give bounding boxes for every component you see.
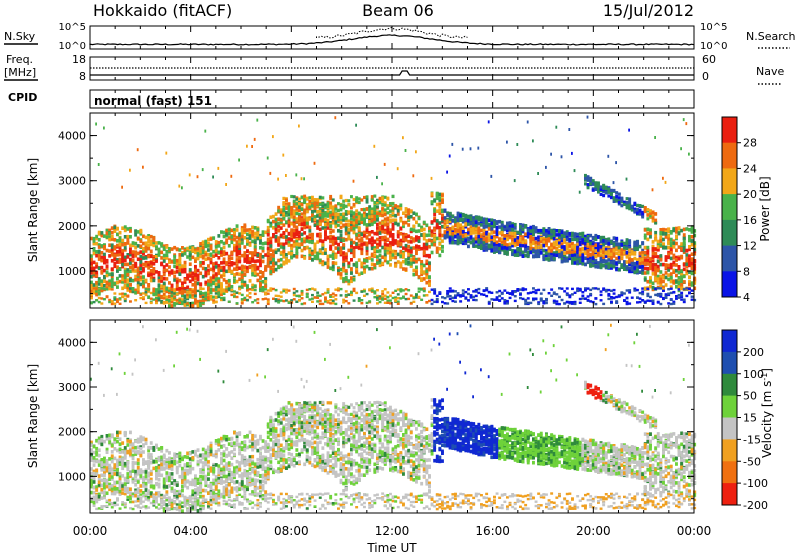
- power-ytick-3000: 3000: [58, 175, 86, 188]
- cpid-label: CPID: [8, 91, 37, 104]
- nsky-right-tick-bottom: 10^0: [700, 41, 727, 52]
- velocity-colorbar-tick-15: 15: [743, 412, 757, 425]
- velocity-ytick-1000: 1000: [58, 470, 86, 483]
- velocity-colorbar-swatch-5: [722, 439, 737, 462]
- power-colorbar-tick-12: 12: [743, 240, 757, 253]
- power-colorbar-swatch-2: [722, 168, 737, 195]
- velocity-colorbar-tick-m100: -100: [743, 477, 768, 490]
- power-colorbar-swatch-4: [722, 219, 737, 246]
- x-tick-1: 04:00: [173, 524, 208, 538]
- velocity-ytick-4000: 4000: [58, 336, 86, 349]
- velocity-colorbar-swatch-6: [722, 461, 737, 484]
- nave-right-tick-top: 60: [702, 53, 716, 66]
- velocity-colorbar-swatch-3: [722, 395, 737, 418]
- power-colorbar-tick-20: 20: [743, 188, 757, 201]
- velocity-colorbar-swatch-1: [722, 351, 737, 375]
- power-colorbar-swatch-3: [722, 194, 737, 221]
- nsearch-label: N.Search: [746, 30, 796, 43]
- velocity-ylabel: Slant Range [km]: [26, 364, 40, 468]
- x-tick-4: 16:00: [475, 524, 510, 538]
- velocity-colorbar-tick-50: 50: [743, 390, 757, 403]
- power-colorbar-tick-8: 8: [743, 265, 750, 278]
- power-colorbar-swatch-6: [722, 271, 737, 298]
- freq-label-line1: Freq.: [6, 53, 33, 66]
- velocity-colorbar-swatch-4: [722, 417, 737, 440]
- freq-left-tick-top: 18: [72, 53, 86, 66]
- power-colorbar-label: Power [dB]: [758, 176, 772, 241]
- velocity-ytick-3000: 3000: [58, 381, 86, 394]
- x-tick-6: 00:00: [677, 524, 712, 538]
- nave-right-tick-bottom: 0: [702, 70, 709, 83]
- velocity-colorbar-label: Velocity [m s-1]: [760, 368, 775, 458]
- power-colorbar-tick-16: 16: [743, 214, 757, 227]
- nsky-panel: N.Sky 10^5 10^0 10^5 10^0 N.Search: [4, 22, 796, 52]
- freq-panel: Freq. [MHz] 18 8 60 0 Nave: [4, 53, 784, 85]
- nave-label: Nave: [756, 65, 784, 78]
- x-tick-2: 08:00: [274, 524, 309, 538]
- velocity-colorbar-swatch-7: [722, 483, 737, 506]
- power-ytick-2000: 2000: [58, 220, 86, 233]
- power-heatmap: [90, 115, 697, 308]
- power-colorbar: 28 24 20 16 12 8 4 Power [dB]: [721, 116, 772, 304]
- x-tick-5: 20:00: [576, 524, 611, 538]
- x-tick-0: 00:00: [73, 524, 108, 538]
- velocity-colorbar-swatch-2: [722, 373, 737, 397]
- nsky-label: N.Sky: [4, 30, 36, 43]
- velocity-colorbar-tick-200: 200: [743, 346, 764, 359]
- velocity-panel: 1000 2000 3000 4000 Slant Range [km]: [26, 319, 697, 514]
- freq-label-line2: [MHz]: [4, 66, 36, 79]
- velocity-colorbar-tick-100: 100: [743, 368, 764, 381]
- nsky-left-tick-top: 10^5: [59, 22, 86, 33]
- date-label: 15/Jul/2012: [603, 1, 694, 20]
- x-axis-label: Time UT: [366, 541, 417, 554]
- beam-label: Beam 06: [362, 1, 434, 20]
- cpid-text: normal (fast) 151: [94, 94, 212, 108]
- power-ylabel: Slant Range [km]: [26, 158, 40, 262]
- nsky-left-tick-bottom: 10^0: [59, 41, 86, 52]
- power-colorbar-swatch-1: [722, 142, 737, 169]
- velocity-colorbar: 200 100 50 15 -15 -50 -100 -200 Velocity [m s-1…: [721, 329, 775, 512]
- velocity-colorbar-swatch-0: [722, 330, 737, 353]
- cpid-panel: CPID normal (fast) 151: [8, 89, 695, 109]
- velocity-colorbar-tick-m15: -15: [743, 433, 761, 446]
- plot-title: Hokkaido (fitACF): [93, 1, 232, 20]
- power-colorbar-tick-24: 24: [743, 162, 757, 175]
- power-colorbar-swatch-5: [722, 245, 737, 272]
- velocity-ytick-2000: 2000: [58, 426, 86, 439]
- velocity-heatmap: [90, 323, 697, 513]
- velocity-colorbar-tick-m50: -50: [743, 455, 761, 468]
- power-colorbar-tick-28: 28: [743, 137, 757, 150]
- power-panel: 1000 2000 3000 4000 Slant Range [km]: [26, 112, 697, 309]
- x-tick-3: 12:00: [375, 524, 410, 538]
- x-axis: 00:00 04:00 08:00 12:00 16:00 20:00 00:00: [73, 26, 712, 538]
- power-ytick-4000: 4000: [58, 130, 86, 143]
- power-colorbar-tick-4: 4: [743, 291, 750, 304]
- velocity-colorbar-tick-m200: -200: [743, 499, 768, 512]
- freq-left-tick-bottom: 8: [79, 70, 86, 83]
- power-colorbar-swatch-0: [722, 117, 737, 144]
- nsky-right-tick-top: 10^5: [700, 22, 727, 33]
- power-ytick-1000: 1000: [58, 265, 86, 278]
